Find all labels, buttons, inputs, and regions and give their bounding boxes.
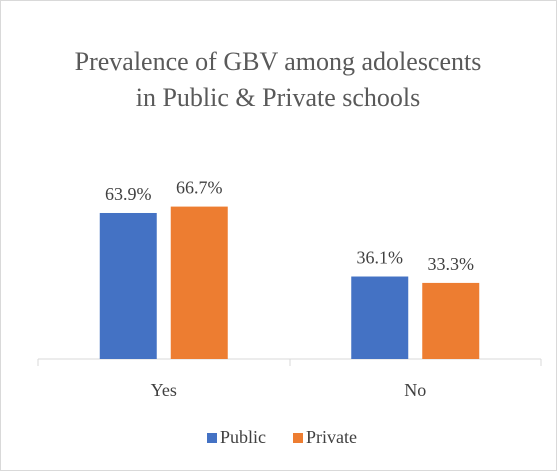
data-label: 66.7% xyxy=(176,178,223,198)
data-label: 33.3% xyxy=(428,254,475,274)
chart-title: Prevalence of GBV among adolescents in P… xyxy=(74,47,482,112)
bar xyxy=(422,282,480,359)
data-label: 36.1% xyxy=(357,248,404,268)
data-label: 63.9% xyxy=(105,184,152,204)
legend-label: Private xyxy=(306,427,357,447)
bar xyxy=(170,206,228,359)
bar xyxy=(99,212,157,359)
legend-label: Public xyxy=(220,427,266,447)
x-tick-label: No xyxy=(404,380,426,400)
legend-swatch xyxy=(207,433,217,443)
bar xyxy=(351,276,409,359)
legend-swatch xyxy=(293,433,303,443)
x-tick-label: Yes xyxy=(151,380,177,400)
